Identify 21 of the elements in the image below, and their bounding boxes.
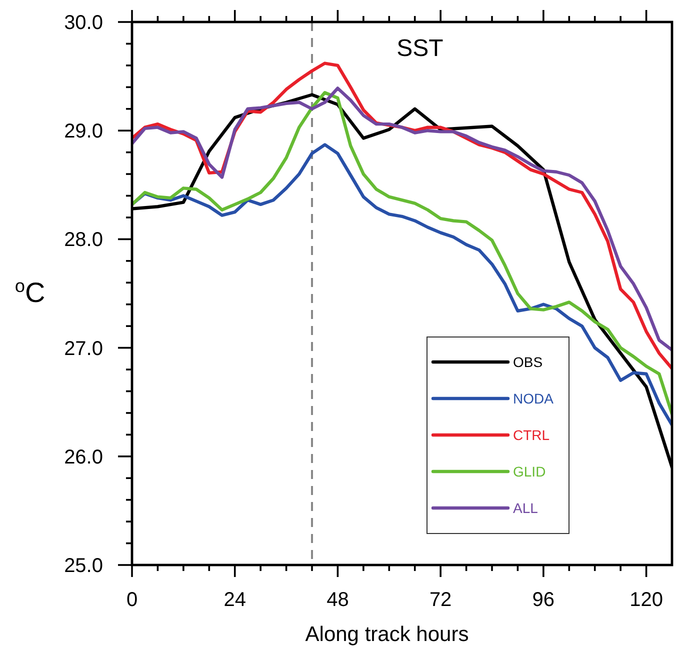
x-tick-label: 72 xyxy=(429,589,452,611)
y-tick-label: 30.0 xyxy=(64,12,103,34)
y-tick-label: 28.0 xyxy=(64,229,103,252)
x-tick-label: 120 xyxy=(630,589,663,611)
x-tick-label: 24 xyxy=(224,589,246,611)
text: GLID xyxy=(513,464,546,480)
text: CTRL xyxy=(513,427,550,443)
x-tick-label: 48 xyxy=(326,589,349,611)
y-tick-label: 25.0 xyxy=(64,555,103,577)
x-tick-label: 0 xyxy=(126,589,138,611)
y-tick-label: 26.0 xyxy=(64,446,103,468)
line-series xyxy=(132,143,672,427)
text: SST xyxy=(396,35,444,62)
y-tick-label: 29.0 xyxy=(64,120,103,143)
text: OBS xyxy=(513,354,543,370)
x-tick-label: 96 xyxy=(532,589,555,611)
x-axis-title: Along track hours xyxy=(305,623,469,646)
text: ALL xyxy=(513,500,538,516)
text: NODA xyxy=(513,390,554,406)
y-tick-label: 27.0 xyxy=(64,338,103,360)
y-axis-title: $^{o}$C xyxy=(14,276,46,308)
